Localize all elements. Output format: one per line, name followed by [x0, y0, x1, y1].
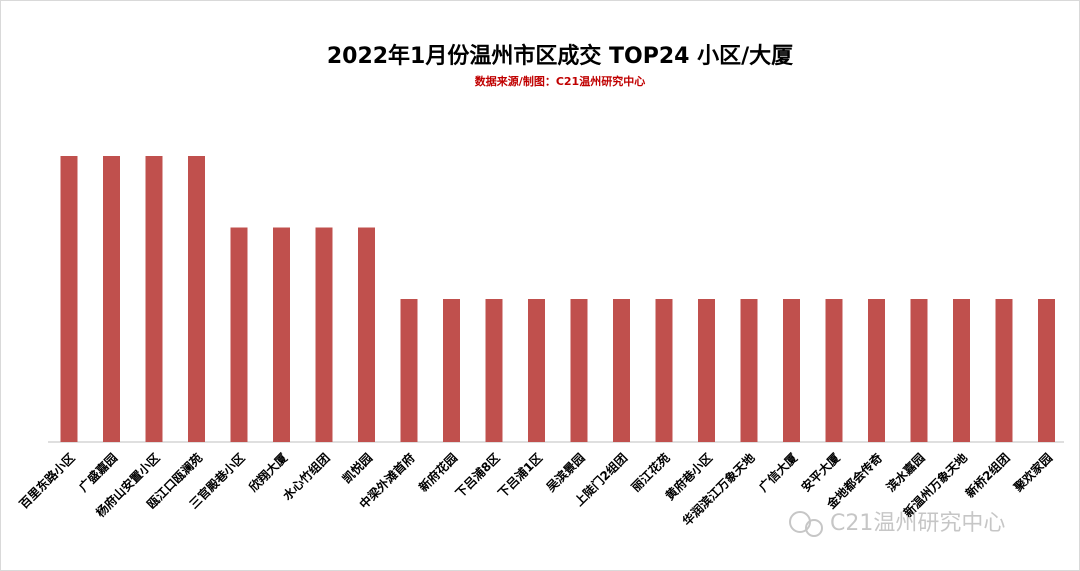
bar — [273, 227, 290, 442]
bar — [145, 156, 163, 442]
bar — [358, 227, 375, 442]
bar — [953, 299, 970, 442]
watermark: C21温州研究中心 — [830, 511, 1005, 536]
bar — [570, 299, 588, 442]
bar — [825, 299, 843, 442]
bar — [740, 299, 758, 442]
bar — [188, 156, 205, 442]
watermark-icon — [805, 519, 823, 537]
bar — [103, 156, 120, 442]
bar — [995, 299, 1013, 442]
bar — [400, 299, 418, 442]
bar — [315, 227, 333, 442]
watermark-group: C21温州研究中心 — [789, 511, 1005, 537]
chart-title: 2022年1月份温州市区成交 TOP24 小区/大厦 — [327, 43, 793, 69]
bar — [613, 299, 630, 442]
bar — [910, 299, 928, 442]
bar — [1038, 299, 1055, 442]
bar — [60, 156, 78, 442]
bar — [443, 299, 460, 442]
bar — [528, 299, 545, 442]
chart-subtitle: 数据来源/制图：C21温州研究中心 — [475, 74, 645, 88]
bar — [698, 299, 715, 442]
bar — [868, 299, 885, 442]
bar — [230, 227, 248, 442]
bar — [655, 299, 673, 442]
bar — [783, 299, 800, 442]
bar — [485, 299, 503, 442]
